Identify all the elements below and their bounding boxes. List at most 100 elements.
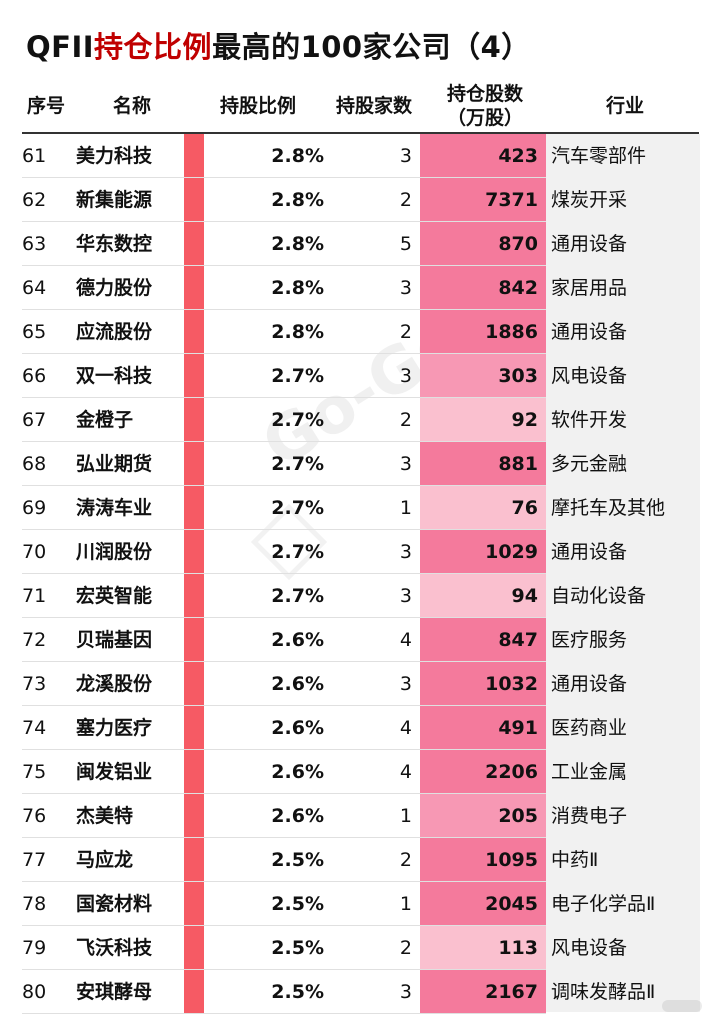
row-industry: 通用设备 bbox=[551, 673, 628, 695]
row-shares: 491 bbox=[498, 717, 538, 739]
row-divider bbox=[22, 793, 546, 794]
row-name: 飞沃科技 bbox=[76, 937, 153, 959]
row-no: 65 bbox=[22, 321, 47, 343]
header-shares-line1: 持仓股数 bbox=[446, 83, 523, 105]
ratio-bar bbox=[184, 134, 204, 178]
row-no: 69 bbox=[22, 497, 47, 519]
row-industry: 电子化学品Ⅱ bbox=[551, 893, 656, 915]
row-count: 3 bbox=[399, 145, 412, 167]
row-no: 66 bbox=[22, 365, 47, 387]
row-ratio: 2.7% bbox=[271, 453, 324, 475]
row-count: 2 bbox=[399, 409, 412, 431]
row-no: 68 bbox=[22, 453, 47, 475]
row-shares-cell: 491 bbox=[420, 706, 546, 750]
row-divider bbox=[22, 573, 546, 574]
row-industry: 风电设备 bbox=[551, 365, 628, 387]
row-no: 78 bbox=[22, 893, 47, 915]
row-divider bbox=[22, 265, 546, 266]
table-row: 69 涛涛车业 2.7% 1 76 摩托车及其他 bbox=[0, 486, 720, 530]
ratio-bar bbox=[184, 266, 204, 310]
row-industry: 摩托车及其他 bbox=[551, 497, 666, 519]
row-shares: 842 bbox=[498, 277, 538, 299]
row-shares: 2167 bbox=[485, 981, 538, 1003]
row-ratio: 2.5% bbox=[271, 893, 324, 915]
row-industry: 通用设备 bbox=[551, 321, 628, 343]
row-shares: 76 bbox=[511, 497, 538, 519]
row-ratio: 2.6% bbox=[271, 761, 324, 783]
row-name: 塞力医疗 bbox=[76, 717, 153, 739]
table-row: 68 弘业期货 2.7% 3 881 多元金融 bbox=[0, 442, 720, 486]
ratio-bar bbox=[184, 222, 204, 266]
header-ratio: 持股比例 bbox=[219, 95, 296, 117]
row-name: 川润股份 bbox=[76, 541, 153, 563]
row-shares-cell: 881 bbox=[420, 442, 546, 486]
row-count: 3 bbox=[399, 541, 412, 563]
row-industry: 调味发酵品Ⅱ bbox=[551, 981, 656, 1003]
row-shares: 1095 bbox=[485, 849, 538, 871]
ratio-bar bbox=[184, 354, 204, 398]
title-suffix: 最高的100家公司（4） bbox=[212, 30, 531, 64]
row-divider bbox=[22, 661, 546, 662]
row-no: 75 bbox=[22, 761, 47, 783]
table-row: 66 双一科技 2.7% 3 303 风电设备 bbox=[0, 354, 720, 398]
header-divider bbox=[22, 132, 699, 134]
header-name: 名称 bbox=[112, 95, 151, 117]
row-shares: 881 bbox=[498, 453, 538, 475]
row-ratio: 2.5% bbox=[271, 849, 324, 871]
row-shares-cell: 7371 bbox=[420, 178, 546, 222]
row-no: 71 bbox=[22, 585, 47, 607]
ratio-bar bbox=[184, 442, 204, 486]
row-industry: 通用设备 bbox=[551, 233, 628, 255]
table-row: 73 龙溪股份 2.6% 3 1032 通用设备 bbox=[0, 662, 720, 706]
table-row: 74 塞力医疗 2.6% 4 491 医药商业 bbox=[0, 706, 720, 750]
row-industry: 医药商业 bbox=[551, 717, 628, 739]
row-count: 3 bbox=[399, 585, 412, 607]
ratio-bar bbox=[184, 926, 204, 970]
row-shares: 2206 bbox=[485, 761, 538, 783]
row-ratio: 2.7% bbox=[271, 365, 324, 387]
table-row: 75 闽发铝业 2.6% 4 2206 工业金属 bbox=[0, 750, 720, 794]
row-ratio: 2.7% bbox=[271, 585, 324, 607]
table-row: 80 安琪酵母 2.5% 3 2167 调味发酵品Ⅱ bbox=[0, 970, 720, 1014]
row-shares: 7371 bbox=[485, 189, 538, 211]
row-name: 双一科技 bbox=[76, 365, 153, 387]
row-shares: 2045 bbox=[485, 893, 538, 915]
row-divider bbox=[22, 485, 546, 486]
row-divider bbox=[22, 353, 546, 354]
ratio-bar bbox=[184, 574, 204, 618]
row-name: 弘业期货 bbox=[76, 453, 153, 475]
ratio-bar bbox=[184, 398, 204, 442]
row-divider bbox=[22, 969, 546, 970]
row-divider bbox=[22, 705, 546, 706]
ratio-bar bbox=[184, 310, 204, 354]
table-row: 67 金橙子 2.7% 2 92 软件开发 bbox=[0, 398, 720, 442]
row-no: 79 bbox=[22, 937, 47, 959]
row-industry: 汽车零部件 bbox=[551, 145, 647, 167]
table-row: 64 德力股份 2.8% 3 842 家居用品 bbox=[0, 266, 720, 310]
industry-column-background bbox=[546, 134, 700, 1012]
table-row: 71 宏英智能 2.7% 3 94 自动化设备 bbox=[0, 574, 720, 618]
row-shares: 1032 bbox=[485, 673, 538, 695]
row-industry: 风电设备 bbox=[551, 937, 628, 959]
row-shares-cell: 76 bbox=[420, 486, 546, 530]
ratio-bar bbox=[184, 530, 204, 574]
row-shares-cell: 1032 bbox=[420, 662, 546, 706]
table-row: 76 杰美特 2.6% 1 205 消费电子 bbox=[0, 794, 720, 838]
row-count: 4 bbox=[399, 761, 412, 783]
row-divider bbox=[22, 749, 546, 750]
row-name: 闽发铝业 bbox=[76, 761, 153, 783]
row-count: 2 bbox=[399, 937, 412, 959]
table-row: 77 马应龙 2.5% 2 1095 中药Ⅱ bbox=[0, 838, 720, 882]
row-industry: 软件开发 bbox=[551, 409, 628, 431]
row-count: 3 bbox=[399, 673, 412, 695]
row-name: 杰美特 bbox=[76, 805, 134, 827]
ratio-bar bbox=[184, 838, 204, 882]
row-shares-cell: 1886 bbox=[420, 310, 546, 354]
row-shares-cell: 303 bbox=[420, 354, 546, 398]
row-divider bbox=[22, 309, 546, 310]
row-no: 77 bbox=[22, 849, 47, 871]
row-industry: 家居用品 bbox=[551, 277, 628, 299]
row-shares: 847 bbox=[498, 629, 538, 651]
row-shares: 205 bbox=[498, 805, 538, 827]
row-no: 76 bbox=[22, 805, 47, 827]
